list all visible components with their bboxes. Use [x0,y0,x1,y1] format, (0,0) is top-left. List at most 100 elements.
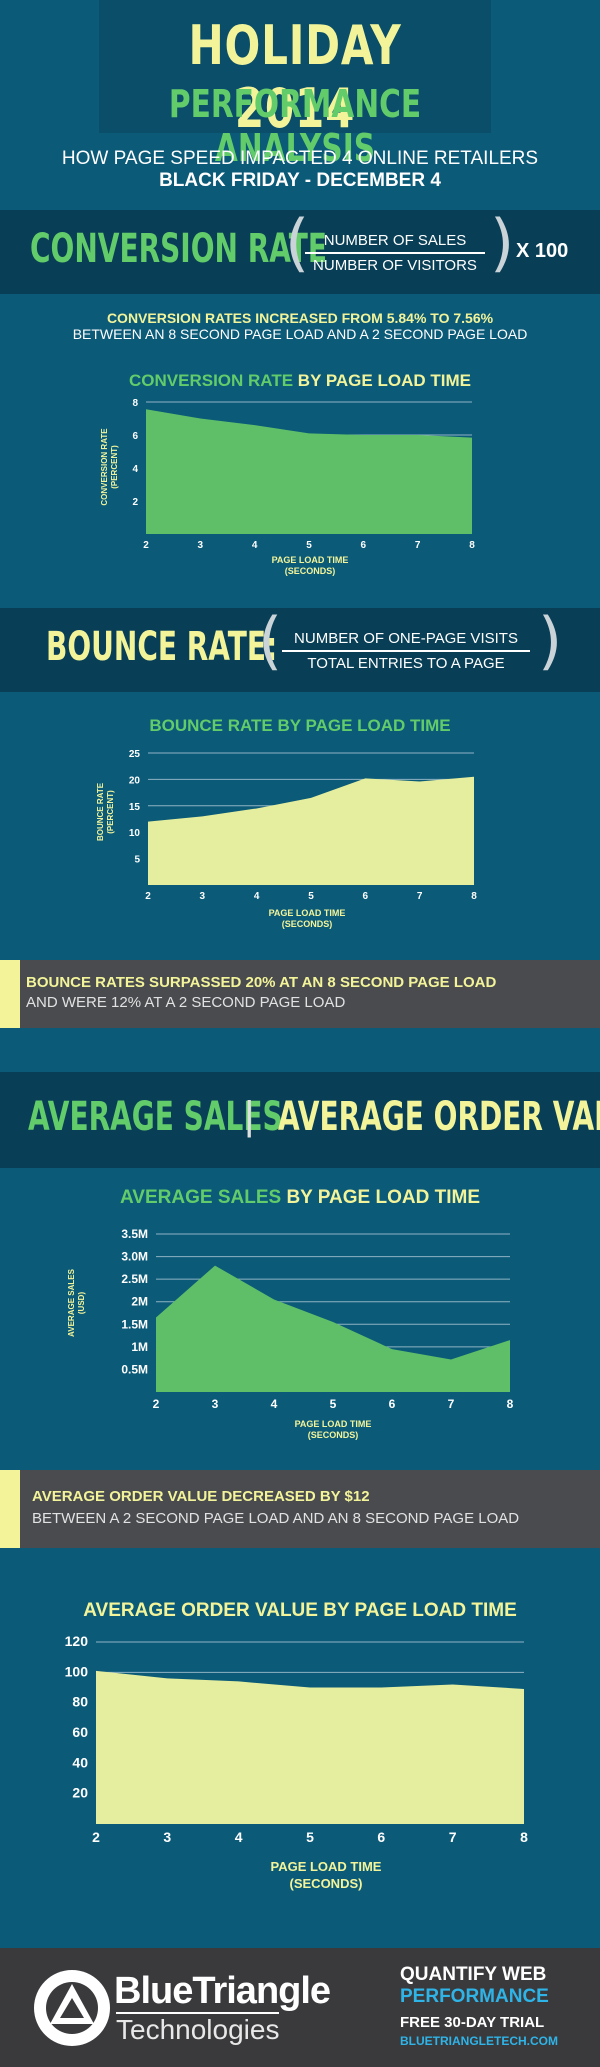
open-paren: ( [285,206,310,279]
y-tick-label: 2 [132,497,138,508]
formula-denominator: NUMBER OF VISITORS [313,257,477,274]
formula-numerator: NUMBER OF SALES [305,232,485,254]
x-tick-label: 3 [198,540,204,551]
x-tick-label: 2 [145,891,151,902]
conversion-xlabel2: (SECONDS) [285,566,336,576]
order-value-chart-title: AVERAGE ORDER VALUE BY PAGE LOAD TIME [83,1600,517,1621]
x-tick-label: 6 [377,1829,385,1845]
y-tick-label: 20 [72,1785,88,1801]
x-tick-label: 2 [92,1829,100,1845]
title-block: HOLIDAY 2014 PERFORMANCE ANALYSIS [99,0,491,170]
heading-divider: | [244,1094,255,1138]
sales-ylabel2: (USD) [77,1292,86,1315]
y-tick-label: 80 [72,1694,88,1710]
x-tick-label: 3 [212,1397,219,1411]
open-paren: ( [258,604,283,677]
y-tick-label: 40 [72,1754,88,1770]
x-tick-label: 4 [252,540,258,551]
bounce-rate-band: BOUNCE RATE: ( NUMBER OF ONE-PAGE VISITS… [0,604,600,692]
y-tick-label: 4 [132,464,138,475]
x-tick-label: 2 [153,1397,160,1411]
y-tick-label: 15 [129,802,141,813]
y-tick-label: 120 [65,1633,89,1649]
x-tick-label: 4 [254,891,260,902]
x-tick-label: 7 [448,1397,455,1411]
conversion-note-line2: BETWEEN AN 8 SECOND PAGE LOAD AND A 2 SE… [72,326,528,342]
x-tick-label: 4 [235,1829,243,1845]
x-tick-label: 8 [520,1829,528,1845]
formula-numerator: NUMBER OF ONE-PAGE VISITS [282,630,530,652]
bounce-chart: 5 10 15 20 25 2 3 4 5 6 7 8 PAGE LOAD TIME (SECONDS… [96,749,477,929]
conversion-chart: 2 4 6 8 2 3 4 5 6 7 8 PAGE LOAD TIME (SECONDS) CON… [100,398,475,576]
order-value-xlabel2: (SECONDS) [290,1876,363,1891]
x-tick-label: 7 [449,1829,457,1845]
conversion-note-line1: CONVERSION RATES INCREASED FROM 5.84% TO… [106,310,494,326]
y-tick-label: 3.0M [121,1250,148,1264]
main-subtitle: PERFORMANCE ANALYSIS [168,82,422,170]
order-value-note-line1: AVERAGE ORDER VALUE DECREASED BY $12 [32,1488,370,1505]
sales-chart: 0.5M 1M 1.5M 2M 2.5M 3.0M 3.5M 2 3 4 5 6 7 8 PAGE LOA… [67,1227,514,1440]
sales-chart-title-part1: AVERAGE SALES [119,1187,282,1208]
event-line: BLACK FRIDAY - DECEMBER 4 [159,170,441,191]
formula-denominator: TOTAL ENTRIES TO A PAGE [307,655,505,672]
sales-ylabel: AVERAGE SALES [67,1268,76,1337]
website-link[interactable]: BLUETRIANGLETECH.COM [400,2034,558,2048]
sales-band: AVERAGE SALES | AVERAGE ORDER VALUE [0,1072,600,1168]
y-tick-label: 20 [129,775,141,786]
x-tick-label: 7 [417,891,423,902]
y-tick-label: 1.5M [121,1317,148,1331]
y-tick-label: 3.5M [121,1227,148,1241]
x-tick-label: 7 [415,540,421,551]
bounce-xlabel2: (SECONDS) [282,919,333,929]
order-value-chart: 20 40 60 80 100 120 2 3 4 5 6 7 8 PAGE LOAD TIME (SE… [65,1633,528,1891]
y-tick-label: 10 [129,828,141,839]
x-tick-label: 6 [363,891,369,902]
order-value-note-line2: BETWEEN A 2 SECOND PAGE LOAD AND AN 8 SE… [32,1510,520,1527]
y-tick-label: 25 [129,749,141,760]
bounce-ylabel2: (PERCENT) [106,790,115,834]
bounce-ylabel: BOUNCE RATE [96,782,105,841]
x-tick-label: 5 [306,540,312,551]
average-sales-heading: AVERAGE SALES [28,1094,283,1140]
conversion-chart-title: CONVERSION RATE BY PAGE LOAD TIME [0,371,600,391]
bounce-rate-heading: BOUNCE RATE: [46,624,278,670]
conversion-rate-band: CONVERSION RATE ( NUMBER OF SALES NUMBER… [0,206,600,294]
y-tick-label: 2.5M [121,1272,148,1286]
y-tick-label: 0.5M [121,1362,148,1376]
bounce-note-line2: AND WERE 12% AT A 2 SECOND PAGE LOAD [26,994,346,1011]
x-tick-label: 8 [471,891,477,902]
y-tick-label: 100 [65,1663,89,1679]
y-tick-label: 8 [132,398,138,409]
y-tick-label: 2M [131,1295,148,1309]
x-tick-label: 8 [469,540,475,551]
x-tick-label: 3 [200,891,206,902]
intro-line: HOW PAGE SPEED IMPACTED 4 ONLINE RETAILE… [61,148,539,169]
callout-accent-bar [0,1470,20,1548]
conversion-note: CONVERSION RATES INCREASED FROM 5.84% TO… [0,310,600,342]
close-paren: ) [538,604,563,677]
x-tick-label: 6 [389,1397,396,1411]
formula-multiplier: X 100 [516,240,569,262]
order-value-callout: AVERAGE ORDER VALUE DECREASED BY $12 BET… [0,1470,600,1548]
conversion-chart-title-part2: BY PAGE LOAD TIME [297,371,471,390]
conversion-formula: NUMBER OF SALES NUMBER OF VISITORS [305,232,485,274]
conversion-ylabel: CONVERSION RATE [100,428,109,506]
conversion-rate-heading: CONVERSION RATE [30,226,327,272]
average-order-value-heading: AVERAGE ORDER VALUE [278,1094,600,1140]
bounce-callout: BOUNCE RATES SURPASSED 20% AT AN 8 SECON… [0,960,600,1028]
conversion-area [146,409,472,534]
sales-chart-title-part2: BY PAGE LOAD TIME [286,1187,480,1208]
sales-chart-title: AVERAGE SALES BY PAGE LOAD TIME [0,1187,600,1209]
x-tick-label: 2 [143,540,149,551]
brand-name: BlueTriangle [114,1970,331,2012]
footer: BlueTriangle Technologies QUANTIFY WEB P… [0,1948,600,2067]
conversion-chart-title-part1: CONVERSION RATE [129,371,294,390]
conversion-xlabel: PAGE LOAD TIME [272,555,349,565]
cta-line2: PERFORMANCE [400,1986,549,2007]
cta-trial: FREE 30-DAY TRIAL [400,2014,545,2031]
conversion-ylabel2: (PERCENT) [110,445,119,489]
brand-subname: Technologies [116,2012,280,2045]
x-tick-label: 5 [330,1397,337,1411]
close-paren: ) [490,206,515,279]
bounce-note-line1: BOUNCE RATES SURPASSED 20% AT AN 8 SECON… [26,974,497,991]
